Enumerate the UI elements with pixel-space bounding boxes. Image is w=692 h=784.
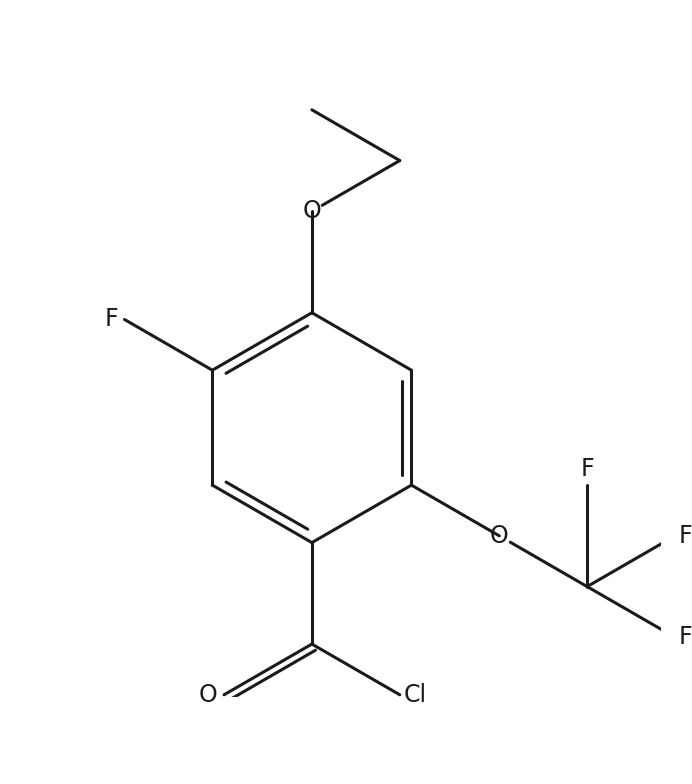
- Text: F: F: [581, 457, 594, 481]
- Text: F: F: [679, 524, 692, 548]
- Text: F: F: [679, 626, 692, 649]
- Text: F: F: [104, 307, 118, 332]
- Text: Cl: Cl: [403, 683, 427, 707]
- Text: O: O: [199, 683, 218, 707]
- Text: O: O: [302, 199, 321, 223]
- Text: O: O: [490, 524, 509, 548]
